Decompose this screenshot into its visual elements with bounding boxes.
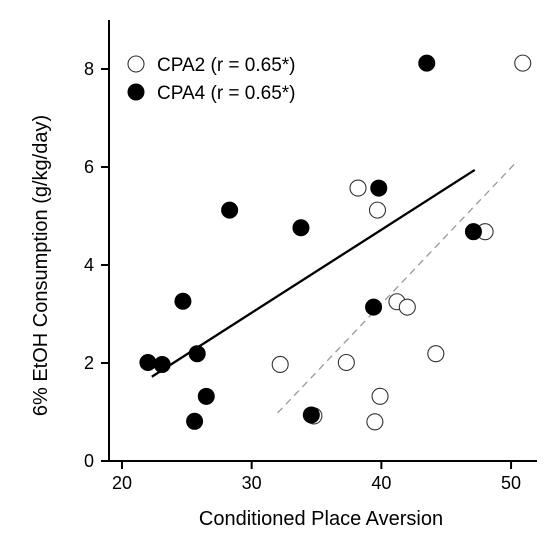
data-point-cpa4 [186,412,204,430]
data-point-cpa4 [139,354,157,372]
data-points [139,54,532,431]
data-point-cpa2 [427,345,445,363]
data-point-cpa4 [188,345,206,363]
axes [108,20,537,462]
data-point-cpa2 [368,201,387,219]
data-point-cpa2 [366,413,384,431]
legend-marker-cpa4 [127,83,145,101]
data-point-cpa4 [292,219,310,237]
data-point-cpa2 [398,298,416,316]
data-point-cpa4 [153,355,171,373]
data-point-cpa2 [337,353,355,372]
x-tick-label: 30 [242,473,262,493]
x-tick-label: 40 [371,473,391,493]
y-tick-label: 8 [84,59,94,79]
y-tick-label: 2 [84,353,94,373]
fit-line-cpa4 [151,168,476,378]
data-point-cpa4 [174,292,192,310]
legend-marker-cpa2 [127,55,145,73]
y-tick-label: 0 [84,451,94,471]
fit-lines [151,163,516,414]
legend: CPA2 (r = 0.65*) CPA4 (r = 0.65*) [127,55,296,104]
y-axis-label: 6% EtOH Consumption (g/kg/day) [30,115,52,416]
data-point-cpa4 [197,387,215,405]
data-point-cpa2 [514,54,532,72]
data-point-cpa4 [221,201,239,219]
y-tick-label: 6 [84,157,94,177]
x-tick-label: 50 [501,473,521,493]
y-ticks: 0 2 4 6 8 [84,59,109,471]
legend-label-cpa4: CPA4 (r = 0.65*) [157,83,296,104]
legend-label-cpa2: CPA2 (r = 0.65*) [157,55,296,76]
x-ticks: 20 30 40 50 [112,461,521,493]
y-tick-label: 4 [84,255,94,275]
data-point-cpa2 [271,355,289,374]
x-axis-label: Conditioned Place Aversion [199,508,443,530]
data-point-cpa4 [464,223,482,241]
data-point-cpa2 [349,179,367,197]
data-point-cpa4 [370,179,388,197]
data-point-cpa4 [365,298,383,316]
x-tick-label: 20 [112,473,132,493]
fit-line-cpa2 [277,163,516,414]
data-point-cpa4 [418,54,436,72]
data-point-cpa4 [302,406,320,424]
data-point-cpa2 [371,387,389,405]
